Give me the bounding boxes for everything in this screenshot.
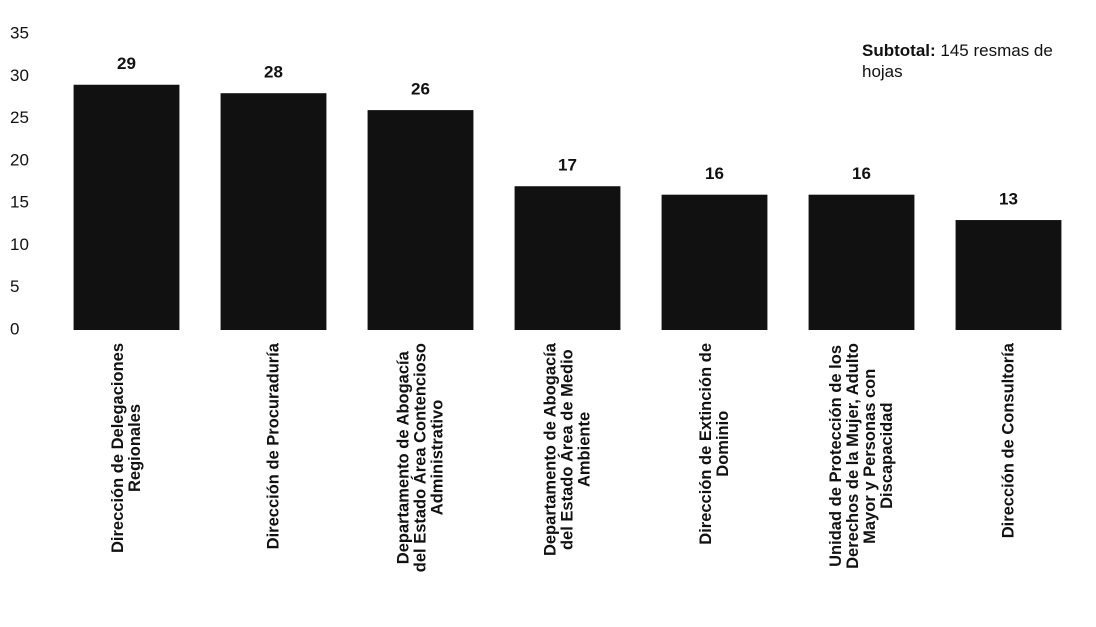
x-tick-label: Departamento de Abogacía del Estado Área… [541,343,593,557]
value-label: 29 [117,54,136,73]
bar [367,110,474,330]
x-tick-label: Unidad de Protección de los Derechos de … [826,343,896,569]
value-label: 17 [558,156,577,175]
x-tick-label: Dirección de Extinción de Dominio [696,343,732,545]
annotation: Subtotal: 145 resmas de hojas [862,40,1072,82]
annotation-label: Subtotal: [862,41,936,60]
x-tick-label: Dirección de Delegaciones Regionales [108,343,144,553]
value-label: 16 [852,164,871,183]
value-label: 28 [264,63,283,82]
bar [661,194,768,330]
bar [514,186,621,330]
value-label: 16 [705,164,724,183]
y-tick-label: 35 [10,23,29,42]
x-tick-label: Dirección de Procuraduría [264,343,282,550]
annotation-text: 145 resmas de hojas [862,41,1053,81]
value-label: 26 [411,80,430,99]
x-tick-label: Departamento de Abogacía del Estado Área… [394,343,446,573]
value-label: 13 [999,190,1018,209]
y-tick-label: 30 [10,66,29,85]
x-tick-label: Dirección de Consultoría [999,343,1017,539]
y-tick-label: 25 [10,108,29,127]
y-tick-label: 10 [10,235,29,254]
bar [955,220,1062,330]
bar [808,194,915,330]
bar [220,93,327,330]
bar [73,84,180,330]
y-tick-label: 5 [10,277,19,296]
y-tick-label: 20 [10,150,29,169]
y-tick-label: 15 [10,193,29,212]
y-tick-label: 0 [10,319,19,338]
